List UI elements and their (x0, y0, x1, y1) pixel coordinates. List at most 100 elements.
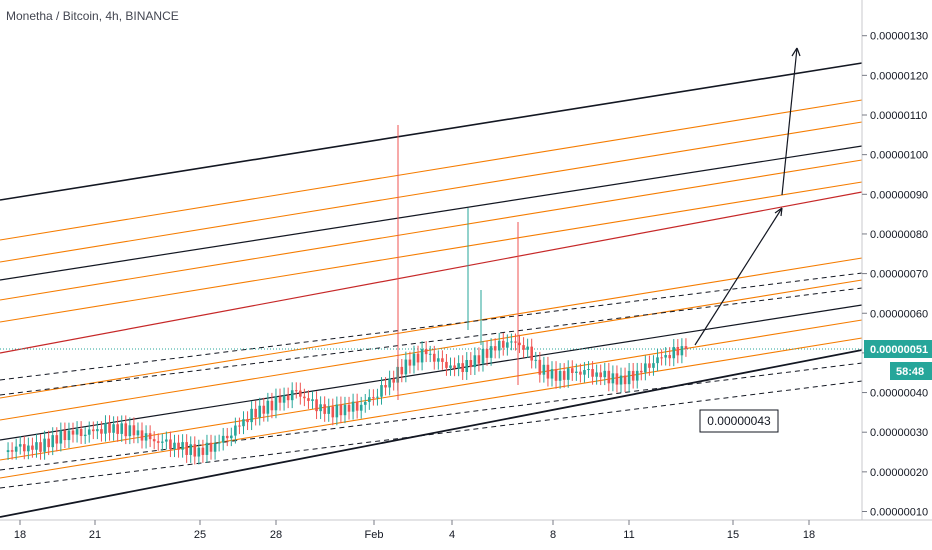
candle-body (481, 348, 485, 364)
candle-body (591, 369, 594, 377)
last-price-badge (864, 340, 932, 358)
candle-body (619, 375, 623, 385)
candle-body (323, 404, 326, 414)
dashed-channel-line[interactable] (0, 380, 863, 489)
candle-body (6, 450, 10, 453)
channel-upper-line[interactable] (0, 62, 863, 201)
channel-mid-upper-line[interactable] (0, 145, 863, 281)
candle-body (566, 368, 570, 380)
candle-body (209, 442, 213, 452)
candle-body (579, 371, 582, 375)
candle-body (299, 390, 302, 397)
candle-body (254, 408, 257, 418)
orange-fib-line[interactable] (0, 279, 863, 421)
candle-body (108, 423, 111, 433)
projection-arrow-2[interactable] (781, 47, 798, 196)
candle-body (10, 450, 14, 452)
candle-body (376, 396, 379, 398)
candle-body (39, 442, 42, 452)
candle-body (392, 378, 395, 383)
candle-body (465, 359, 469, 373)
candle-body (165, 439, 168, 442)
candle-body (359, 404, 363, 411)
candle-body (656, 357, 659, 364)
candle-body (400, 366, 404, 375)
candle-body (416, 353, 420, 363)
candle-body (534, 359, 538, 361)
candle-body (319, 404, 322, 412)
candle-body (307, 398, 310, 401)
dashed-channel-line[interactable] (0, 362, 863, 471)
x-tick-label: 4 (449, 529, 455, 541)
orange-fib-line[interactable] (0, 121, 863, 263)
candle-body (428, 353, 432, 355)
candle-body (169, 439, 172, 450)
orange-fib-line[interactable] (0, 181, 863, 323)
x-tick-label: 8 (550, 529, 556, 541)
candle-body (339, 404, 343, 416)
candle-body (63, 430, 67, 441)
candle-body (469, 359, 473, 368)
price-axis[interactable]: 0.00000010 0.00000020 0.00000030 0.00000040… (862, 31, 928, 519)
candle-body (270, 400, 274, 411)
candle-body (412, 353, 416, 366)
candle-body (294, 390, 298, 392)
annotation-box[interactable] (699, 409, 779, 433)
red-resistance-line[interactable] (0, 191, 863, 354)
candle-body (43, 438, 46, 452)
dashed-channel-line[interactable] (0, 287, 863, 396)
y-tick-label: 0.00000130 (870, 31, 928, 43)
candle-body (355, 401, 359, 411)
countdown-badge (890, 362, 932, 380)
candle-body (100, 429, 103, 434)
candle-body (230, 435, 233, 439)
candle-body (311, 399, 314, 401)
candle-body (266, 400, 270, 414)
orange-fib-line[interactable] (0, 159, 863, 301)
candle-body (87, 429, 91, 435)
candle-body (234, 425, 237, 436)
orange-fib-line[interactable] (0, 99, 863, 241)
candle-body (156, 441, 160, 443)
projection-arrow-1[interactable] (694, 207, 783, 346)
candle-body (282, 395, 286, 403)
candle-body (258, 405, 262, 418)
candle-body (351, 401, 355, 412)
candle-body (497, 340, 501, 351)
candle-body (595, 372, 598, 377)
channel-lower-line[interactable] (0, 349, 863, 518)
candle-body (189, 444, 193, 455)
candle-body (161, 441, 164, 443)
candle-body (554, 369, 558, 381)
candle-body (22, 444, 26, 452)
candle-body (173, 442, 176, 450)
candle-body (278, 396, 282, 403)
channel-mid-lower-line[interactable] (0, 304, 863, 441)
candle-body (530, 346, 533, 361)
candle-body (457, 363, 460, 369)
candle-body (221, 435, 225, 443)
y-tick-label: 0.00000080 (870, 229, 928, 241)
y-tick-label: 0.00000040 (870, 388, 928, 400)
dashed-channel-line[interactable] (0, 272, 863, 381)
candle-body (441, 358, 444, 362)
price-badges: 0.00000051 58:48 (864, 340, 932, 380)
candle-body (437, 358, 440, 362)
time-axis[interactable]: 18 21 25 28 Feb 4 8 11 15 18 (14, 520, 815, 541)
orange-fib-line[interactable] (0, 257, 863, 399)
candle-body (31, 445, 34, 450)
candle-body (461, 363, 464, 373)
x-tick-label: 15 (727, 529, 739, 541)
y-tick-label: 0.00000090 (870, 189, 928, 201)
orange-fib-line[interactable] (0, 319, 863, 461)
candle-body (652, 363, 655, 368)
orange-fib-line[interactable] (0, 337, 863, 479)
annotation-label: 0.00000043 (707, 414, 771, 428)
y-tick-label: 0.00000110 (870, 110, 927, 122)
candle-body (627, 370, 631, 385)
x-tick-label: 11 (623, 529, 634, 541)
chart-title: Monetha / Bitcoin, 4h, BINANCE (6, 9, 179, 23)
candle-body (27, 445, 30, 452)
candle-body (144, 433, 148, 441)
candle-body (238, 425, 241, 427)
